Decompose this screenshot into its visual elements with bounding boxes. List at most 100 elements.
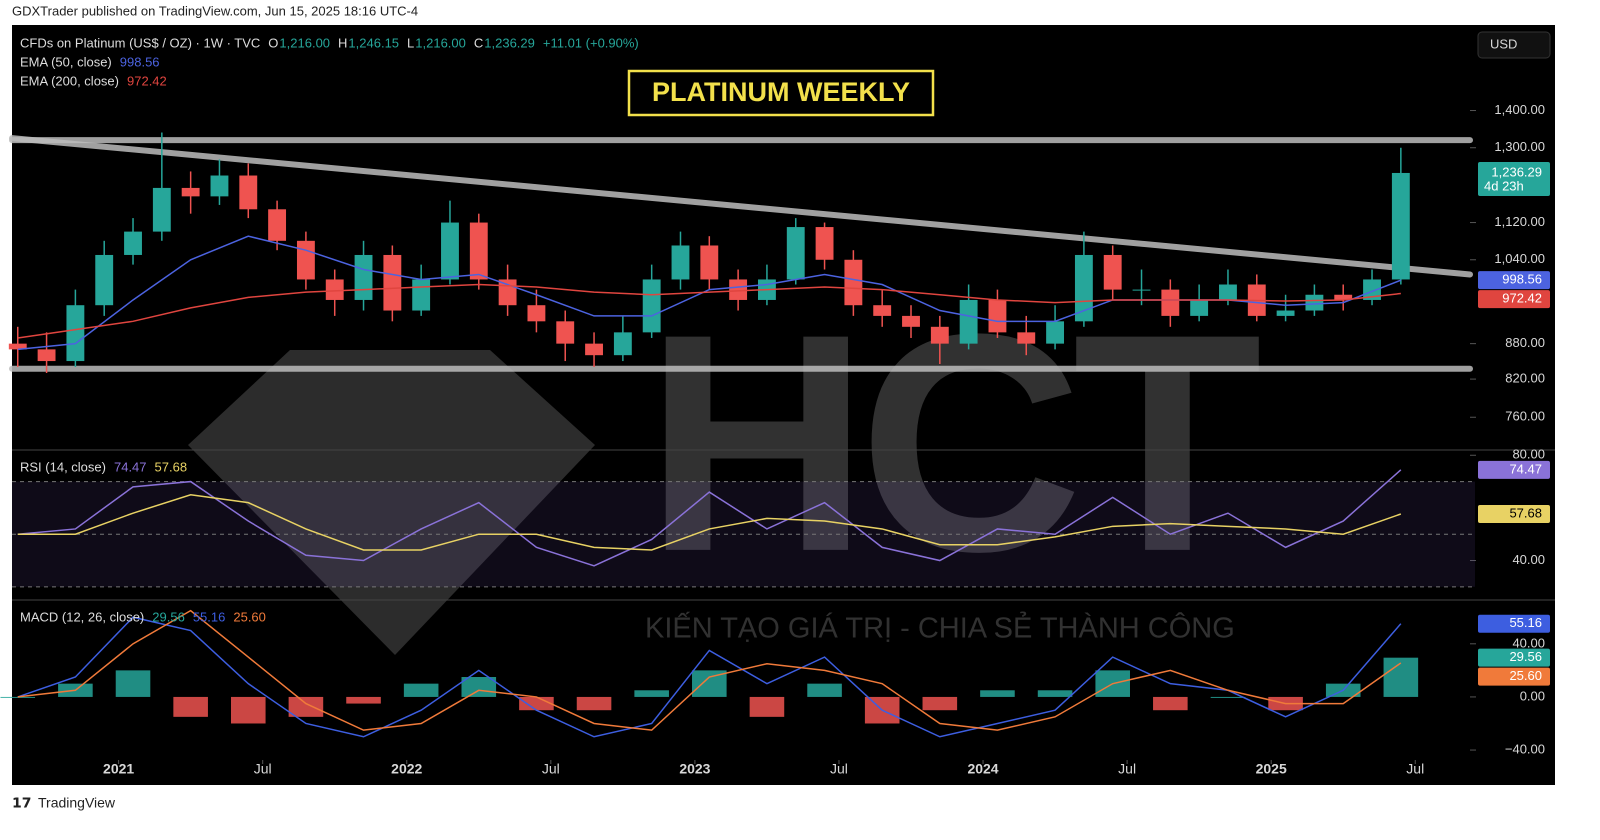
candle-body: [210, 175, 229, 197]
ohlc-key: C: [474, 35, 483, 50]
y-tick-label: 1,400.00: [1494, 102, 1545, 117]
x-tick-label: Jul: [830, 761, 848, 777]
y-tick-label: 760.00: [1505, 409, 1545, 424]
indicator-name: MACD (12, 26, close): [20, 609, 144, 624]
candle-body: [815, 227, 834, 260]
candle-body: [1132, 289, 1151, 291]
candle-body: [902, 315, 920, 327]
candle-body: [1334, 294, 1353, 300]
candle-body: [1219, 284, 1237, 300]
legend-name: EMA (50, close): [20, 54, 112, 69]
watermark-slogan: KIẾN TẠO GIÁ TRỊ - CHIA SẺ THÀNH CÔNG: [645, 611, 1235, 645]
histogram-bar: [461, 677, 497, 697]
ohlc-value: 1,236.29: [484, 35, 535, 50]
value-badge-label: 55.16: [1509, 615, 1542, 630]
value-badge: [1478, 290, 1550, 309]
candle-body: [786, 227, 805, 280]
candle-body: [1103, 254, 1122, 290]
x-tick-label: Jul: [254, 761, 272, 777]
candle-body: [527, 305, 546, 322]
candle-body: [498, 279, 517, 306]
candle-body: [95, 254, 114, 306]
y-tick-label: 1,040.00: [1494, 251, 1545, 266]
candle-body: [37, 349, 56, 362]
candle-body: [700, 245, 719, 280]
legend-value: 55.16: [193, 609, 226, 624]
indicator-line: [17, 493, 1402, 551]
x-tick-label: 2021: [103, 761, 134, 777]
candle-body: [844, 259, 863, 306]
indicator-line: [17, 616, 1402, 738]
histogram-bar: [288, 696, 324, 717]
legend-value: 998.56: [120, 54, 160, 69]
indicator-line: [17, 469, 1402, 567]
candle-body: [1276, 310, 1295, 316]
candle-body: [383, 254, 402, 311]
chart-title: PLATINUM WEEKLY: [652, 77, 910, 107]
legend-value: 57.68: [155, 459, 188, 474]
legend-value: 972.42: [127, 73, 167, 88]
candle-body: [412, 279, 431, 311]
candle-body: [1046, 321, 1065, 344]
trendline: [9, 135, 1473, 278]
candle-body: [441, 222, 459, 280]
x-tick-label: Jul: [1406, 761, 1424, 777]
candle-body: [930, 326, 949, 344]
currency-label[interactable]: USD: [1490, 36, 1517, 51]
legend-value: 74.47: [114, 459, 147, 474]
y-tick-label: 80.00: [1512, 447, 1545, 462]
y-tick-label: 820.00: [1505, 371, 1545, 386]
ohlc-value: 1,246.15: [348, 35, 399, 50]
value-badge: [1478, 271, 1550, 290]
candle-body: [556, 321, 575, 344]
indicator-line: [17, 283, 1401, 339]
candle-body: [152, 187, 171, 232]
candle-body: [239, 175, 258, 210]
watermark-logo: HCT: [645, 269, 1262, 616]
candle-body: [181, 187, 200, 197]
histogram-bar: [807, 683, 842, 697]
y-tick-label: 0.00: [1520, 688, 1545, 703]
histogram-bar: [346, 696, 381, 704]
price-badge-label: 1,236.29: [1491, 164, 1542, 179]
histogram-bar: [980, 690, 1015, 697]
currency-button[interactable]: [1477, 31, 1551, 59]
candle-body: [671, 245, 690, 280]
ohlc-value: 1,216.00: [415, 35, 466, 50]
candle-body: [873, 305, 892, 316]
x-tick-label: 2022: [391, 761, 422, 777]
histogram-bar: [576, 696, 612, 711]
x-tick-label: 2025: [1256, 761, 1287, 777]
ohlc-value: 1,216.00: [279, 35, 330, 50]
value-badge: [1478, 460, 1550, 479]
value-badge-label: 57.68: [1509, 505, 1542, 520]
value-badge-label: 972.42: [1502, 291, 1542, 306]
candle-body: [642, 279, 661, 333]
ohlc-key: L: [407, 35, 414, 50]
ohlc-key: O: [268, 35, 278, 50]
candle-body: [729, 279, 748, 300]
histogram-bar: [173, 696, 208, 717]
histogram-bar: [403, 683, 439, 697]
candle-body: [1161, 289, 1180, 316]
x-tick-label: 2023: [679, 761, 710, 777]
candle-body: [1391, 172, 1410, 280]
ohlc-key: H: [338, 35, 347, 50]
candle-body: [1363, 279, 1381, 300]
candle-body: [613, 332, 632, 356]
value-badge-label: 25.60: [1509, 668, 1542, 683]
value-badge-label: 29.56: [1509, 649, 1542, 664]
histogram-bar: [115, 670, 151, 697]
value-badge: [1478, 505, 1550, 523]
value-badge-label: 74.47: [1509, 461, 1542, 476]
candle-body: [1017, 332, 1036, 344]
value-badge: [1478, 648, 1550, 667]
watermark-diamond: [188, 350, 595, 655]
y-tick-label: 40.00: [1512, 635, 1545, 650]
price-badge: [1478, 161, 1550, 196]
legend-value: 25.60: [233, 609, 266, 624]
histogram-bar: [922, 696, 958, 711]
legend-name: EMA (200, close): [20, 73, 119, 88]
countdown-label: 4d 23h: [1484, 178, 1524, 193]
